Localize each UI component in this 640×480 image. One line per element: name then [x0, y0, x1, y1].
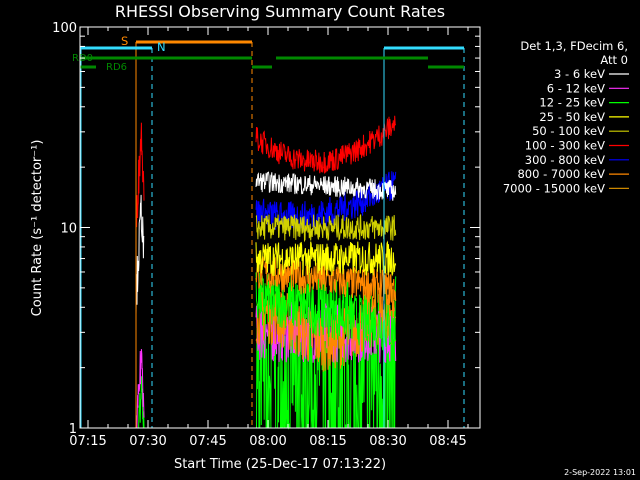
- rate-spike-trace: [135, 349, 145, 429]
- rate-trace: [255, 171, 397, 202]
- rate-trace: [255, 256, 397, 305]
- x-tick-label: 08:15: [309, 434, 346, 449]
- rate-trace: [255, 272, 397, 351]
- y-tick-label: 100: [52, 21, 77, 36]
- y-axis-label: Count Rate (s⁻¹ detector⁻¹): [30, 140, 45, 317]
- data-layer: [135, 115, 397, 430]
- chart-title: RHESSI Observing Summary Count Rates: [115, 2, 445, 21]
- flag-n-label: N: [157, 40, 166, 54]
- generation-timestamp: 2-Sep-2022 13:01: [564, 468, 636, 477]
- y-axis: 1 10 100: [52, 21, 480, 437]
- flag-rd6-label: RD6: [106, 62, 127, 73]
- rate-spike-trace: [135, 122, 145, 228]
- x-tick-label: 07:15: [69, 434, 106, 449]
- legend-entry-label: 50 - 100 keV: [532, 124, 605, 138]
- x-tick-label: 08:45: [429, 434, 466, 449]
- legend-header-line-2: Att 0: [600, 53, 628, 67]
- rate-trace: [255, 115, 397, 174]
- legend-header-line-1: Det 1,3, FDecim 6,: [520, 39, 628, 53]
- legend-entry-label: 100 - 300 keV: [525, 139, 605, 153]
- rate-trace: [255, 214, 397, 243]
- flag-s-label: S: [121, 34, 128, 48]
- x-tick-label: 08:00: [249, 434, 286, 449]
- legend-entry-label: 300 - 800 keV: [525, 153, 605, 167]
- x-axis-label: Start Time (25-Dec-17 07:13:22): [174, 457, 386, 472]
- x-tick-label: 08:30: [369, 434, 406, 449]
- x-tick-label: 07:30: [129, 434, 166, 449]
- x-axis: 07:15 07:30 07:45 08:00 08:15 08:30 08:45: [69, 27, 469, 449]
- rate-trace: [255, 285, 397, 372]
- rate-spike-trace: [135, 194, 145, 316]
- legend-entry-label: 800 - 7000 keV: [517, 167, 605, 181]
- legend-entry-label: 6 - 12 keV: [547, 81, 605, 95]
- y-tick-label: 1: [69, 422, 77, 437]
- x-tick-label: 07:45: [189, 434, 226, 449]
- rate-trace: [255, 240, 397, 277]
- legend-entry-label: 25 - 50 keV: [539, 110, 605, 124]
- legend-entry-label: 7000 - 15000 keV: [503, 181, 605, 195]
- legend-entry-label: 3 - 6 keV: [554, 67, 605, 81]
- legend-entry-label: 12 - 25 keV: [539, 96, 605, 110]
- y-tick-label: 10: [60, 222, 77, 237]
